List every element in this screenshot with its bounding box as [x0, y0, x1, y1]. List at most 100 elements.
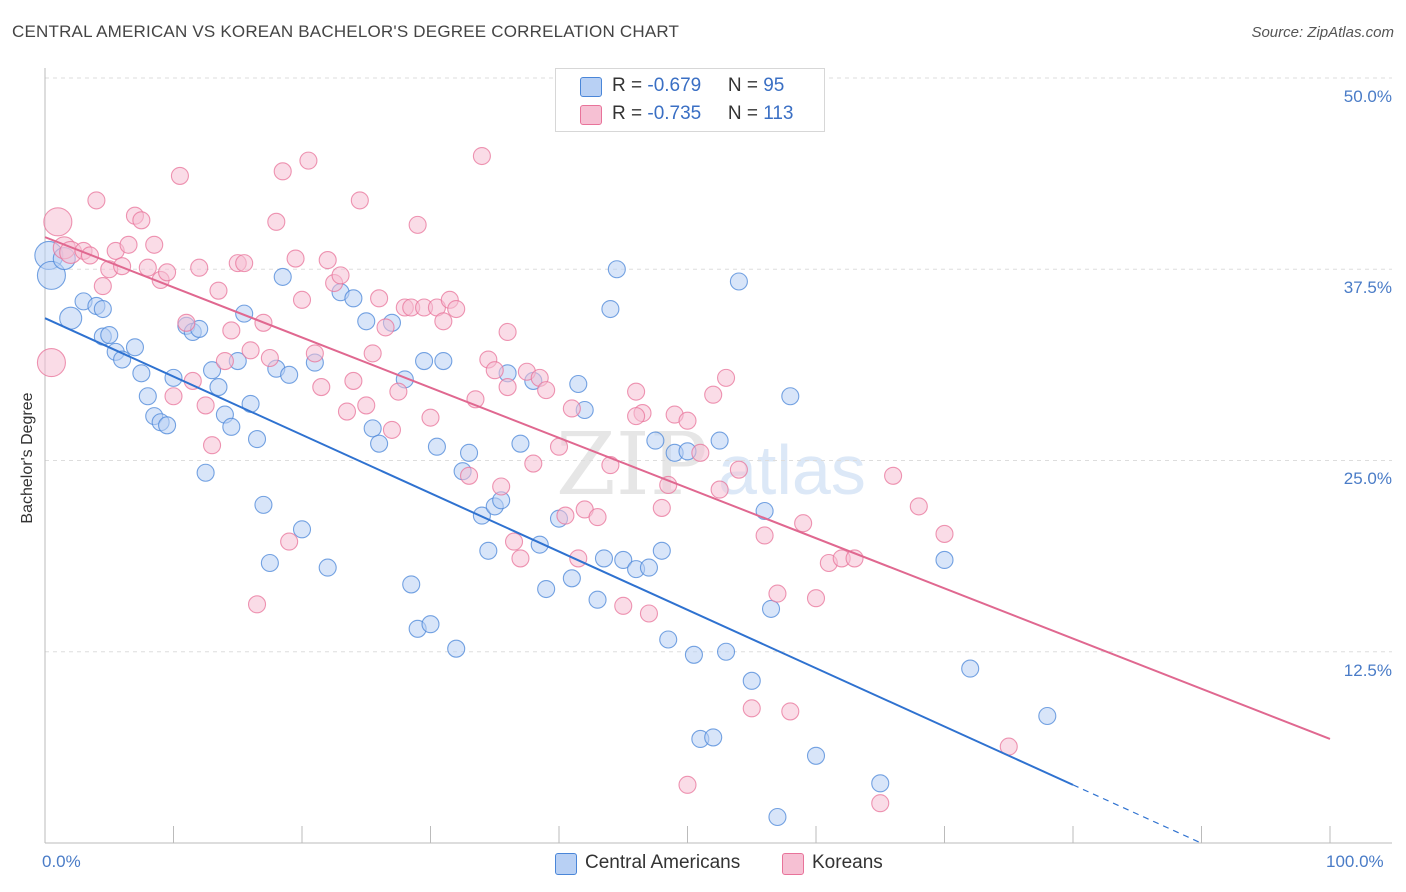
point-koreans	[556, 506, 575, 525]
point-central-americans	[761, 599, 781, 618]
point-central-americans	[125, 338, 144, 357]
point-central-americans	[569, 374, 588, 394]
point-koreans	[524, 454, 543, 473]
watermark-zip: ZIP	[556, 415, 708, 515]
point-koreans	[498, 378, 517, 397]
point-koreans	[267, 212, 286, 231]
chart-title: CENTRAL AMERICAN VS KOREAN BACHELOR'S DE…	[12, 22, 680, 41]
point-koreans	[158, 263, 177, 282]
point-koreans	[652, 498, 671, 517]
point-central-americans	[363, 419, 382, 438]
legend-row-blue: R = -0.679 N = 95	[612, 75, 784, 97]
point-central-americans	[427, 437, 446, 456]
point-central-americans	[273, 267, 292, 286]
point-koreans	[273, 162, 292, 181]
point-central-americans	[254, 495, 273, 514]
legend-r-value: -0.735	[647, 103, 702, 124]
point-central-americans	[100, 325, 119, 345]
point-central-americans	[511, 434, 530, 453]
point-central-americans	[601, 299, 620, 319]
correlation-legend: R = -0.679 N = 95 R = -0.735 N = 113	[555, 68, 825, 132]
point-central-americans	[961, 659, 980, 678]
point-central-americans	[260, 553, 279, 573]
point-koreans	[145, 235, 164, 254]
point-koreans	[164, 387, 183, 406]
point-central-americans	[588, 590, 607, 609]
point-central-americans	[614, 550, 633, 570]
point-central-americans	[659, 630, 678, 649]
point-central-americans	[459, 443, 479, 462]
point-central-americans	[318, 558, 337, 577]
legend-r-value: -0.679	[647, 75, 702, 96]
point-koreans	[659, 475, 678, 495]
point-central-americans	[138, 387, 157, 406]
point-central-americans	[196, 463, 215, 482]
point-central-americans	[132, 364, 151, 383]
point-central-americans	[235, 304, 254, 323]
point-central-americans	[537, 579, 556, 599]
point-koreans	[909, 497, 928, 516]
trend-line-central-americans	[44, 317, 1074, 786]
point-central-americans	[93, 299, 112, 319]
trend-line-extension-central-americans	[1072, 784, 1202, 844]
point-koreans	[768, 584, 787, 603]
point-central-americans	[935, 550, 954, 570]
x-tick-label-max: 100.0%	[1326, 852, 1384, 871]
point-koreans	[132, 211, 151, 230]
bottom-legend-swatch-pink	[782, 853, 804, 875]
point-central-americans	[164, 368, 183, 387]
point-central-americans	[652, 541, 671, 560]
y-tick-label-50: 50.0%	[1343, 87, 1392, 106]
point-koreans	[389, 382, 408, 401]
point-koreans	[511, 549, 530, 568]
point-central-americans	[710, 431, 729, 450]
point-koreans	[43, 207, 73, 237]
legend-r-label: R =	[612, 103, 648, 124]
x-tick-label-min: 0.0%	[42, 852, 81, 871]
point-koreans	[190, 258, 209, 277]
point-koreans	[742, 699, 761, 718]
point-central-americans	[370, 434, 389, 453]
legend-swatch-blue	[580, 77, 602, 97]
point-central-americans	[247, 430, 267, 449]
point-koreans	[794, 514, 813, 533]
bottom-legend-central-americans: Central Americans	[585, 852, 741, 873]
point-koreans	[280, 532, 299, 551]
point-central-americans	[755, 501, 774, 521]
point-koreans	[498, 322, 517, 342]
legend-swatch-pink	[580, 105, 602, 125]
point-koreans	[196, 396, 215, 415]
point-koreans	[729, 460, 748, 479]
y-tick-label-37-5: 37.5%	[1343, 278, 1392, 297]
point-koreans	[492, 477, 511, 496]
bottom-legend-koreans: Koreans	[812, 852, 883, 873]
point-koreans	[177, 313, 196, 332]
point-koreans	[447, 299, 466, 319]
point-central-americans	[684, 645, 703, 664]
point-koreans	[755, 526, 774, 545]
point-koreans	[215, 351, 234, 371]
point-central-americans	[704, 728, 723, 747]
point-koreans	[627, 382, 646, 401]
legend-n-label: N =	[727, 103, 764, 124]
point-central-americans	[768, 807, 787, 827]
point-koreans	[203, 436, 222, 455]
point-koreans	[36, 348, 66, 378]
legend-row-pink: R = -0.735 N = 113	[612, 103, 793, 125]
source-label: Source: ZipAtlas.com	[1251, 24, 1394, 41]
point-central-americans	[729, 272, 748, 291]
point-koreans	[704, 385, 723, 404]
point-koreans	[170, 166, 189, 185]
point-koreans	[871, 794, 890, 813]
point-koreans	[337, 402, 357, 421]
bottom-legend-swatch-blue	[555, 853, 577, 875]
point-koreans	[614, 596, 633, 615]
point-central-americans	[402, 575, 421, 594]
y-tick-label-12-5: 12.5%	[1343, 661, 1392, 680]
point-koreans	[93, 277, 112, 296]
point-central-americans	[209, 378, 228, 397]
point-central-americans	[1038, 706, 1057, 726]
point-koreans	[678, 411, 697, 430]
point-koreans	[286, 249, 305, 268]
